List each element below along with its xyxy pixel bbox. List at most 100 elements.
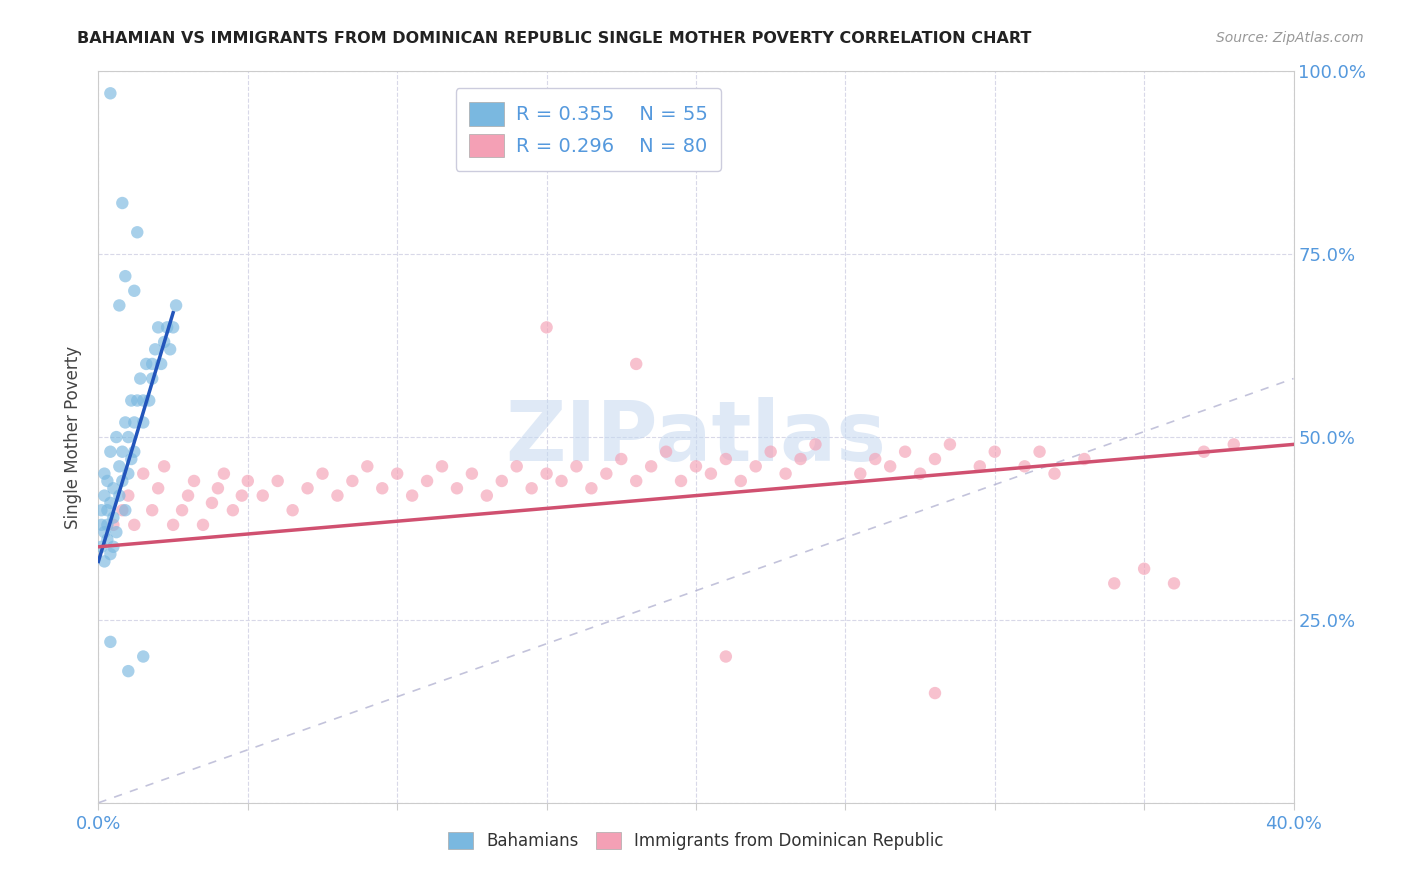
Immigrants from Dominican Republic (865, 452, 887, 467)
Immigrants from Dominican Republic (267, 474, 290, 488)
Bahamians (129, 371, 152, 385)
Bahamians (127, 225, 149, 239)
Y-axis label: Single Mother Poverty: Single Mother Poverty (65, 345, 83, 529)
Bahamians (120, 393, 142, 408)
Immigrants from Dominican Republic (132, 467, 155, 481)
Immigrants from Dominican Republic (745, 459, 768, 474)
Immigrants from Dominican Republic (939, 437, 962, 451)
Bahamians (114, 416, 136, 430)
Immigrants from Dominican Republic (297, 481, 319, 495)
Bahamians (135, 357, 157, 371)
Bahamians (90, 517, 112, 532)
Immigrants from Dominican Republic (1192, 444, 1215, 458)
Immigrants from Dominican Republic (1133, 562, 1156, 576)
Immigrants from Dominican Republic (342, 474, 364, 488)
Immigrants from Dominican Republic (595, 467, 617, 481)
Bahamians (111, 196, 134, 211)
Bahamians (117, 467, 139, 481)
Immigrants from Dominican Republic (1028, 444, 1050, 458)
Immigrants from Dominican Republic (565, 459, 588, 474)
Immigrants from Dominican Republic (222, 503, 245, 517)
Bahamians (103, 540, 125, 554)
Immigrants from Dominican Republic (759, 444, 782, 458)
Immigrants from Dominican Republic (581, 481, 603, 495)
Immigrants from Dominican Republic (177, 489, 200, 503)
Immigrants from Dominican Republic (401, 489, 423, 503)
Bahamians (132, 416, 155, 430)
Text: Source: ZipAtlas.com: Source: ZipAtlas.com (1216, 31, 1364, 45)
Bahamians (124, 284, 146, 298)
Legend: Bahamians, Immigrants from Dominican Republic: Bahamians, Immigrants from Dominican Rep… (441, 825, 950, 856)
Immigrants from Dominican Republic (969, 459, 991, 474)
Immigrants from Dominican Republic (804, 437, 827, 451)
Immigrants from Dominican Republic (371, 481, 394, 495)
Bahamians (162, 320, 184, 334)
Immigrants from Dominican Republic (640, 459, 662, 474)
Immigrants from Dominican Republic (730, 474, 752, 488)
Immigrants from Dominican Republic (212, 467, 235, 481)
Immigrants from Dominican Republic (183, 474, 205, 488)
Immigrants from Dominican Republic (281, 503, 304, 517)
Immigrants from Dominican Republic (201, 496, 224, 510)
Immigrants from Dominican Republic (924, 452, 946, 467)
Bahamians (138, 393, 160, 408)
Bahamians (105, 525, 128, 540)
Immigrants from Dominican Republic (1043, 467, 1066, 481)
Immigrants from Dominican Republic (626, 474, 648, 488)
Immigrants from Dominican Republic (520, 481, 543, 495)
Bahamians (98, 496, 122, 510)
Immigrants from Dominican Republic (908, 467, 931, 481)
Bahamians (96, 533, 118, 547)
Immigrants from Dominican Republic (162, 517, 184, 532)
Text: ZIPatlas: ZIPatlas (506, 397, 886, 477)
Immigrants from Dominican Republic (1014, 459, 1036, 474)
Immigrants from Dominican Republic (1223, 437, 1246, 451)
Immigrants from Dominican Republic (1104, 576, 1126, 591)
Immigrants from Dominican Republic (236, 474, 259, 488)
Immigrants from Dominican Republic (655, 444, 678, 458)
Bahamians (90, 540, 112, 554)
Immigrants from Dominican Republic (231, 489, 253, 503)
Immigrants from Dominican Republic (536, 320, 558, 334)
Bahamians (93, 554, 115, 568)
Bahamians (132, 649, 155, 664)
Immigrants from Dominican Republic (714, 649, 737, 664)
Bahamians (93, 467, 115, 481)
Bahamians (117, 430, 139, 444)
Immigrants from Dominican Republic (148, 481, 170, 495)
Bahamians (127, 393, 149, 408)
Bahamians (111, 444, 134, 458)
Immigrants from Dominican Republic (446, 481, 468, 495)
Immigrants from Dominican Republic (172, 503, 194, 517)
Immigrants from Dominican Republic (311, 467, 333, 481)
Bahamians (96, 474, 118, 488)
Bahamians (148, 320, 170, 334)
Bahamians (103, 510, 125, 524)
Immigrants from Dominican Republic (416, 474, 439, 488)
Immigrants from Dominican Republic (685, 459, 707, 474)
Immigrants from Dominican Republic (491, 474, 513, 488)
Immigrants from Dominican Republic (1073, 452, 1095, 467)
Immigrants from Dominican Republic (789, 452, 811, 467)
Immigrants from Dominican Republic (207, 481, 229, 495)
Immigrants from Dominican Republic (475, 489, 498, 503)
Immigrants from Dominican Republic (326, 489, 349, 503)
Immigrants from Dominican Republic (111, 503, 134, 517)
Bahamians (114, 269, 136, 284)
Bahamians (90, 503, 112, 517)
Immigrants from Dominican Republic (984, 444, 1007, 458)
Immigrants from Dominican Republic (506, 459, 529, 474)
Immigrants from Dominican Republic (536, 467, 558, 481)
Bahamians (141, 371, 163, 385)
Bahamians (143, 343, 166, 357)
Immigrants from Dominican Republic (124, 517, 146, 532)
Immigrants from Dominican Republic (461, 467, 484, 481)
Bahamians (105, 430, 128, 444)
Bahamians (108, 459, 131, 474)
Bahamians (96, 517, 118, 532)
Bahamians (156, 320, 179, 334)
Bahamians (98, 547, 122, 561)
Immigrants from Dominican Republic (252, 489, 274, 503)
Immigrants from Dominican Republic (849, 467, 872, 481)
Immigrants from Dominican Republic (117, 489, 139, 503)
